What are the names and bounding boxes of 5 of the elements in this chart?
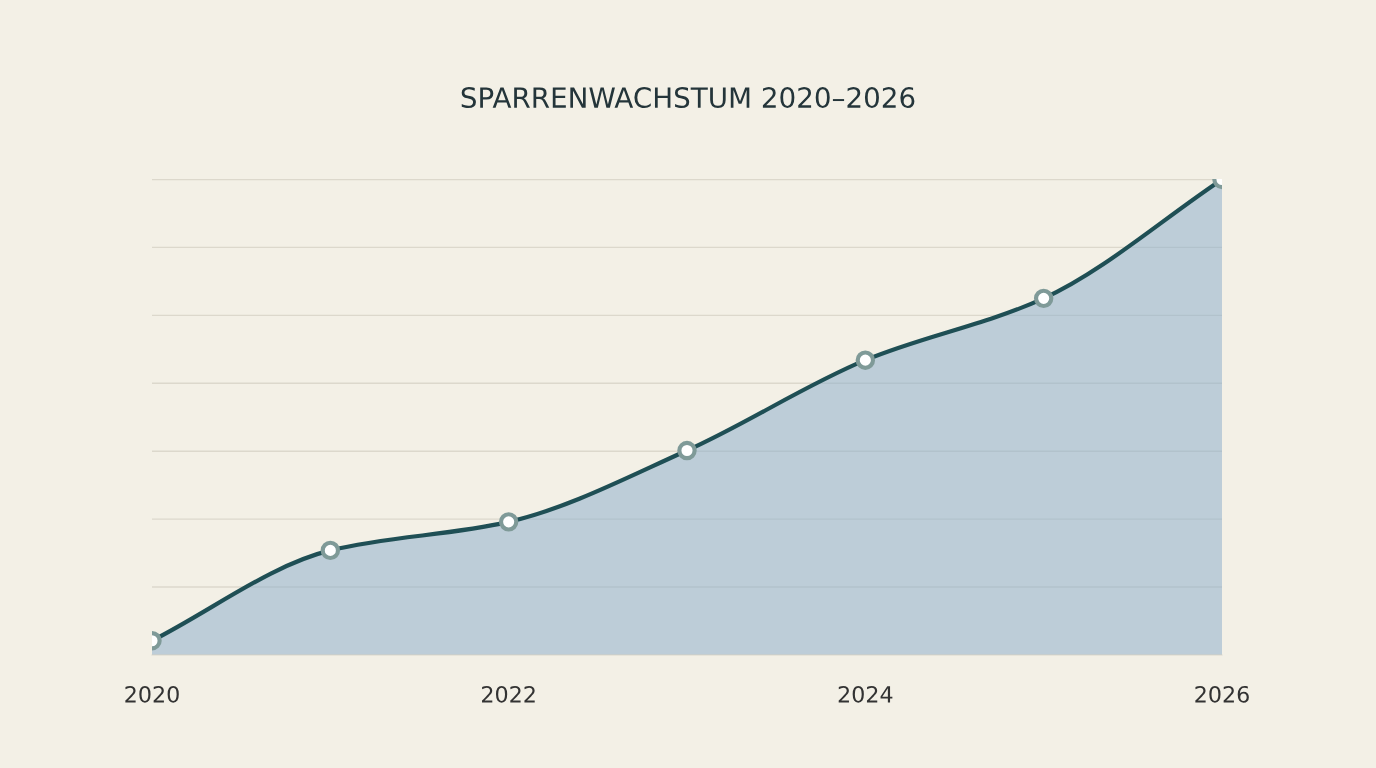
x-tick-label: 2026 xyxy=(1195,685,1249,703)
x-tick-label: 2024 xyxy=(838,685,893,703)
chart-title: SPARRENWACHSTUM 2020–2026 xyxy=(461,87,915,109)
x-tick-label: 2020 xyxy=(125,685,179,703)
x-tick-label: 2022 xyxy=(482,685,535,703)
